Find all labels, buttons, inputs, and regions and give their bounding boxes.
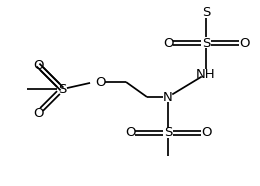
- Text: O: O: [33, 107, 43, 119]
- Text: S: S: [202, 6, 210, 18]
- Text: O: O: [239, 36, 249, 49]
- Text: O: O: [125, 126, 135, 140]
- Text: O: O: [33, 59, 43, 71]
- Text: O: O: [163, 36, 173, 49]
- Text: S: S: [58, 83, 66, 95]
- Text: O: O: [95, 76, 105, 89]
- Text: S: S: [164, 126, 172, 140]
- Text: S: S: [202, 36, 210, 49]
- Text: N: N: [163, 91, 173, 103]
- Text: O: O: [201, 126, 211, 140]
- Text: NH: NH: [196, 68, 216, 81]
